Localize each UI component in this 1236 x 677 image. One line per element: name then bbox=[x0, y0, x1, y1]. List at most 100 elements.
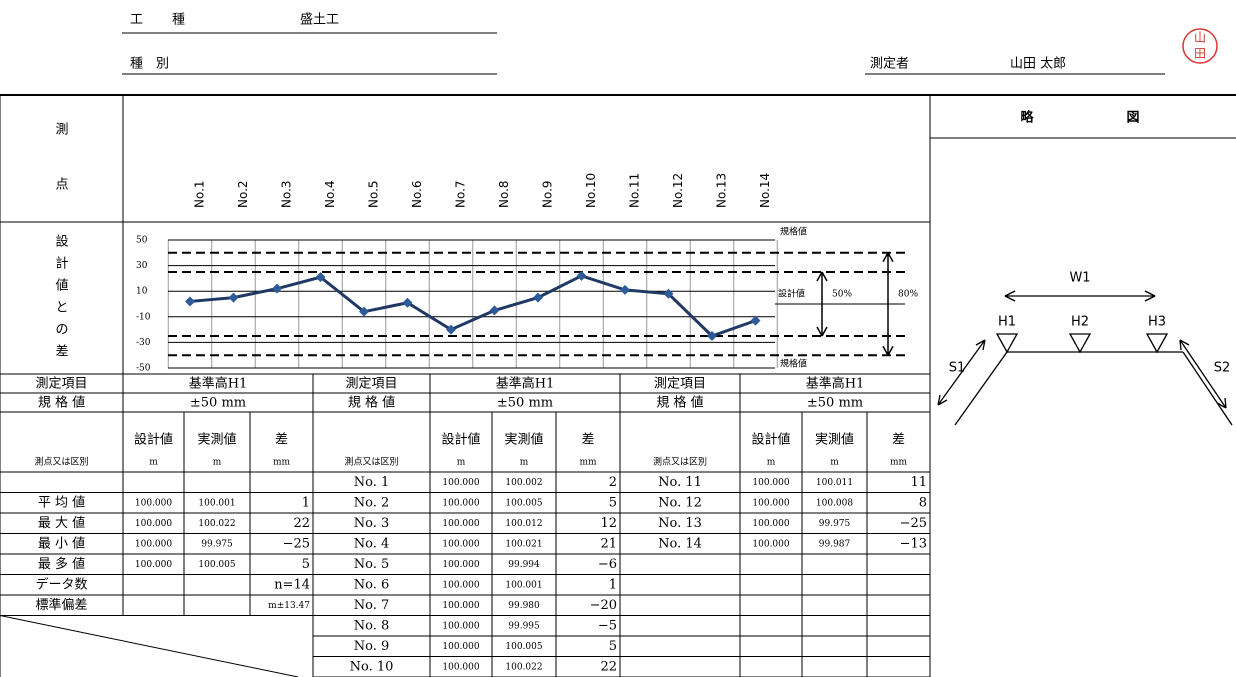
measurer-label: 測定者 bbox=[870, 57, 909, 72]
item-label: 測定項目 bbox=[345, 377, 397, 392]
point-label: No.14 bbox=[758, 173, 772, 208]
y-tick-label: -10 bbox=[136, 312, 151, 322]
spec: ±50 mm bbox=[497, 396, 553, 411]
row-label: No. 2 bbox=[354, 495, 390, 510]
row-label: No. 5 bbox=[354, 557, 390, 572]
difference: 21 bbox=[600, 536, 617, 551]
marker bbox=[272, 283, 282, 294]
marker bbox=[402, 297, 413, 308]
measured-value: 100.021 bbox=[505, 539, 542, 549]
difference: 22 bbox=[600, 659, 617, 674]
y-axis-label: 設 bbox=[55, 234, 68, 250]
sketch-label: H2 bbox=[1071, 315, 1089, 330]
unit: m bbox=[457, 458, 466, 468]
design-value: 100.000 bbox=[752, 519, 789, 529]
row-label: No. 14 bbox=[658, 536, 702, 551]
point-label: No.8 bbox=[497, 180, 511, 208]
design-value: 100.000 bbox=[442, 621, 479, 631]
design-value: 100.000 bbox=[752, 539, 789, 549]
arrow bbox=[1004, 290, 1156, 302]
y-axis-label: 差 bbox=[55, 345, 68, 360]
item: 基準高H1 bbox=[496, 376, 555, 392]
spec-label: 規 格 値 bbox=[656, 395, 703, 411]
point-label: No.4 bbox=[323, 180, 337, 208]
point-label: No.5 bbox=[367, 180, 381, 208]
y-axis-label: 値 bbox=[55, 278, 68, 294]
y-axis-label: と bbox=[55, 301, 68, 316]
item: 基準高H1 bbox=[806, 376, 865, 392]
point-label: No.13 bbox=[715, 173, 729, 208]
y-tick-label: -50 bbox=[136, 364, 151, 374]
sketch-line bbox=[1182, 351, 1233, 426]
design-value: 100.000 bbox=[752, 478, 789, 488]
row-label: データ数 bbox=[35, 576, 87, 592]
spec-label: 規 格 値 bbox=[38, 395, 85, 411]
measured-value: 99.975 bbox=[201, 539, 233, 549]
work-type: 盛土工 bbox=[300, 13, 339, 28]
measured-value: 100.005 bbox=[505, 498, 542, 508]
marker bbox=[228, 292, 239, 303]
difference: 2 bbox=[609, 475, 617, 490]
difference: 1 bbox=[609, 577, 617, 592]
design-value: 100.000 bbox=[135, 539, 172, 549]
row-label: No. 8 bbox=[354, 618, 390, 633]
y-tick-label: -30 bbox=[136, 338, 151, 348]
annotation: 規格値 bbox=[780, 226, 807, 238]
level-mark bbox=[1068, 333, 1092, 354]
difference: 5 bbox=[609, 495, 617, 510]
y-axis-label: の bbox=[55, 323, 68, 338]
point-label: No.3 bbox=[280, 180, 294, 208]
design-value: 100.000 bbox=[442, 601, 479, 611]
data-line bbox=[189, 274, 756, 338]
spec: ±50 mm bbox=[190, 396, 246, 411]
measured-value: 99.995 bbox=[508, 621, 540, 631]
design-value: 100.000 bbox=[442, 642, 479, 652]
level-mark bbox=[1145, 333, 1169, 354]
difference: −25 bbox=[900, 516, 927, 531]
row-label: No. 12 bbox=[658, 495, 702, 510]
sketch-line bbox=[954, 351, 1008, 426]
difference: 8 bbox=[919, 495, 927, 510]
point-label: No.7 bbox=[454, 180, 468, 208]
col-header: 設計値 bbox=[441, 432, 480, 448]
unit: mm bbox=[579, 458, 597, 468]
annotation: 規格値 bbox=[780, 358, 807, 370]
difference: −6 bbox=[598, 557, 617, 572]
annotation: 80% bbox=[898, 290, 918, 300]
unit: m bbox=[213, 458, 222, 468]
marker bbox=[315, 272, 326, 283]
marker bbox=[750, 315, 761, 326]
difference: −13 bbox=[900, 536, 927, 551]
y-tick-label: 10 bbox=[136, 287, 148, 297]
point-label: No.6 bbox=[410, 180, 424, 208]
row-label: No. 1 bbox=[354, 475, 390, 490]
measured-value: 100.008 bbox=[816, 498, 853, 508]
sketch-label: S1 bbox=[949, 361, 966, 376]
difference: 5 bbox=[302, 557, 310, 572]
y-tick-label: 30 bbox=[136, 261, 148, 271]
difference: 22 bbox=[293, 516, 310, 531]
difference: −5 bbox=[598, 618, 617, 633]
sketch-label: W1 bbox=[1069, 271, 1090, 286]
measured-value: 99.987 bbox=[819, 539, 851, 549]
row-label: No. 10 bbox=[350, 659, 394, 674]
measured-value: 99.975 bbox=[819, 519, 851, 529]
col-header: 差 bbox=[275, 433, 288, 448]
measured-value: 99.994 bbox=[508, 560, 540, 570]
measured-value: 100.022 bbox=[198, 519, 235, 529]
category-label: 種 別 bbox=[130, 56, 169, 72]
unit: m bbox=[149, 458, 158, 468]
row-label: 点 bbox=[55, 178, 68, 193]
item-label: 測定項目 bbox=[35, 377, 87, 392]
col-header: 設計値 bbox=[134, 432, 173, 448]
spec: ±50 mm bbox=[807, 396, 863, 411]
marker bbox=[620, 284, 630, 295]
marker bbox=[359, 306, 369, 317]
design-value: 100.000 bbox=[752, 498, 789, 508]
units-label: 測点又は区別 bbox=[344, 456, 398, 468]
unit: m bbox=[830, 458, 839, 468]
marker bbox=[533, 292, 543, 303]
sketch-label: S2 bbox=[1214, 361, 1231, 376]
